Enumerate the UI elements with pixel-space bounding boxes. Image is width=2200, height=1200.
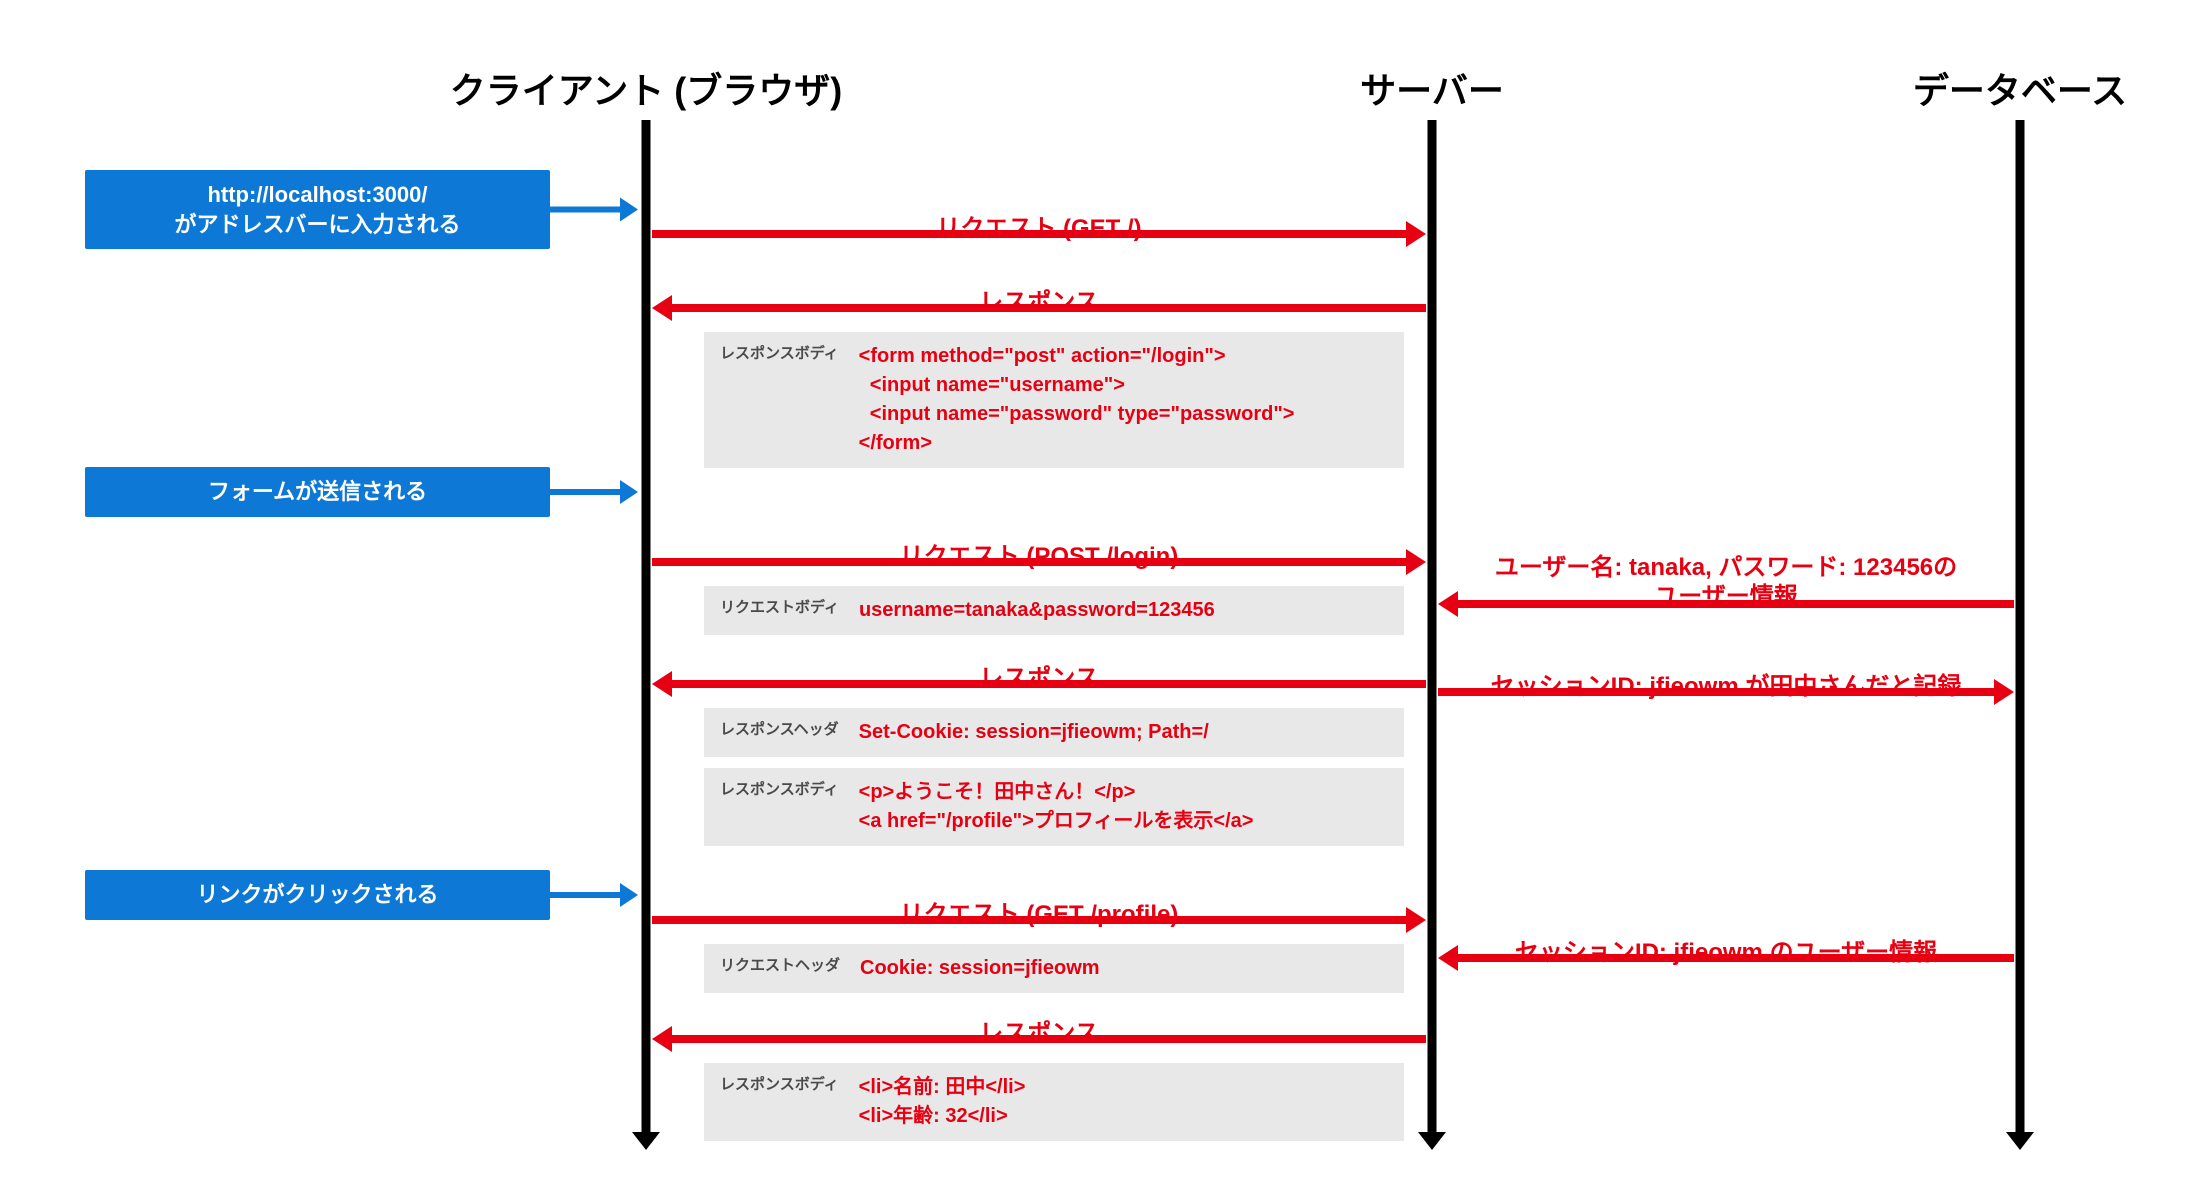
lane-title-client: クライアント (ブラウザ) [450,62,843,114]
codebox-code: <li>名前: 田中</li> <li>年齢: 32</li> [859,1073,1026,1131]
codebox-req-profile-header: リクエストヘッダ Cookie: session=jfieowm [704,944,1404,993]
msg-label-db-query-session: セッションID: jfieowm のユーザー情報 [1515,932,1937,967]
msg-label-req-post-login: リクエスト (POST /login) [900,536,1179,571]
event-link-clicked: リンクがクリックされる [85,870,550,920]
codebox-kind: リクエストヘッダ [720,954,840,975]
event-address-entered: http://localhost:3000/がアドレスバーに入力される [85,170,550,249]
msg-label-db-query-user: ユーザー名: tanaka, パスワード: 123456のユーザー情報 [1446,554,2006,612]
codebox-code: <p>ようこそ！田中さん！</p> <a href="/profile">プロフ… [859,778,1254,836]
codebox-res-login-header: レスポンスヘッダ Set-Cookie: session=jfieowm; Pat… [704,708,1404,757]
codebox-kind: レスポンスボディ [720,342,839,363]
msg-label-req-get-root: リクエスト (GET /) [936,208,1141,243]
codebox-code: username=tanaka&password=123456 [859,596,1215,625]
codebox-code: Set-Cookie: session=jfieowm; Path=/ [859,718,1209,747]
event-form-submitted: フォームが送信される [85,467,550,517]
lane-title-server: サーバー [1360,62,1504,114]
msg-label-res-profile: レスポンス [979,1013,1099,1048]
codebox-res-root-body: レスポンスボディ <form method="post" action="/log… [704,332,1404,468]
codebox-kind: リクエストボディ [720,596,839,617]
codebox-res-profile-body: レスポンスボディ <li>名前: 田中</li> <li>年齢: 32</li> [704,1063,1404,1141]
codebox-kind: レスポンスボディ [720,1073,839,1094]
msg-label-req-get-profile: リクエスト (GET /profile) [900,894,1179,929]
codebox-code: Cookie: session=jfieowm [860,954,1100,983]
codebox-res-login-body: レスポンスボディ <p>ようこそ！田中さん！</p> <a href="/prof… [704,768,1404,846]
codebox-kind: レスポンスヘッダ [720,718,839,739]
msg-label-res-root: レスポンス [979,282,1099,317]
msg-label-res-login: レスポンス [979,658,1099,693]
codebox-code: <form method="post" action="/login"> <in… [859,342,1295,458]
lane-title-database: データベース [1913,62,2127,114]
msg-label-db-store-session: セッションID: jfieowm が田中さんだと記録 [1491,666,1962,701]
codebox-req-login-body: リクエストボディ username=tanaka&password=123456 [704,586,1404,635]
codebox-kind: レスポンスボディ [720,778,839,799]
